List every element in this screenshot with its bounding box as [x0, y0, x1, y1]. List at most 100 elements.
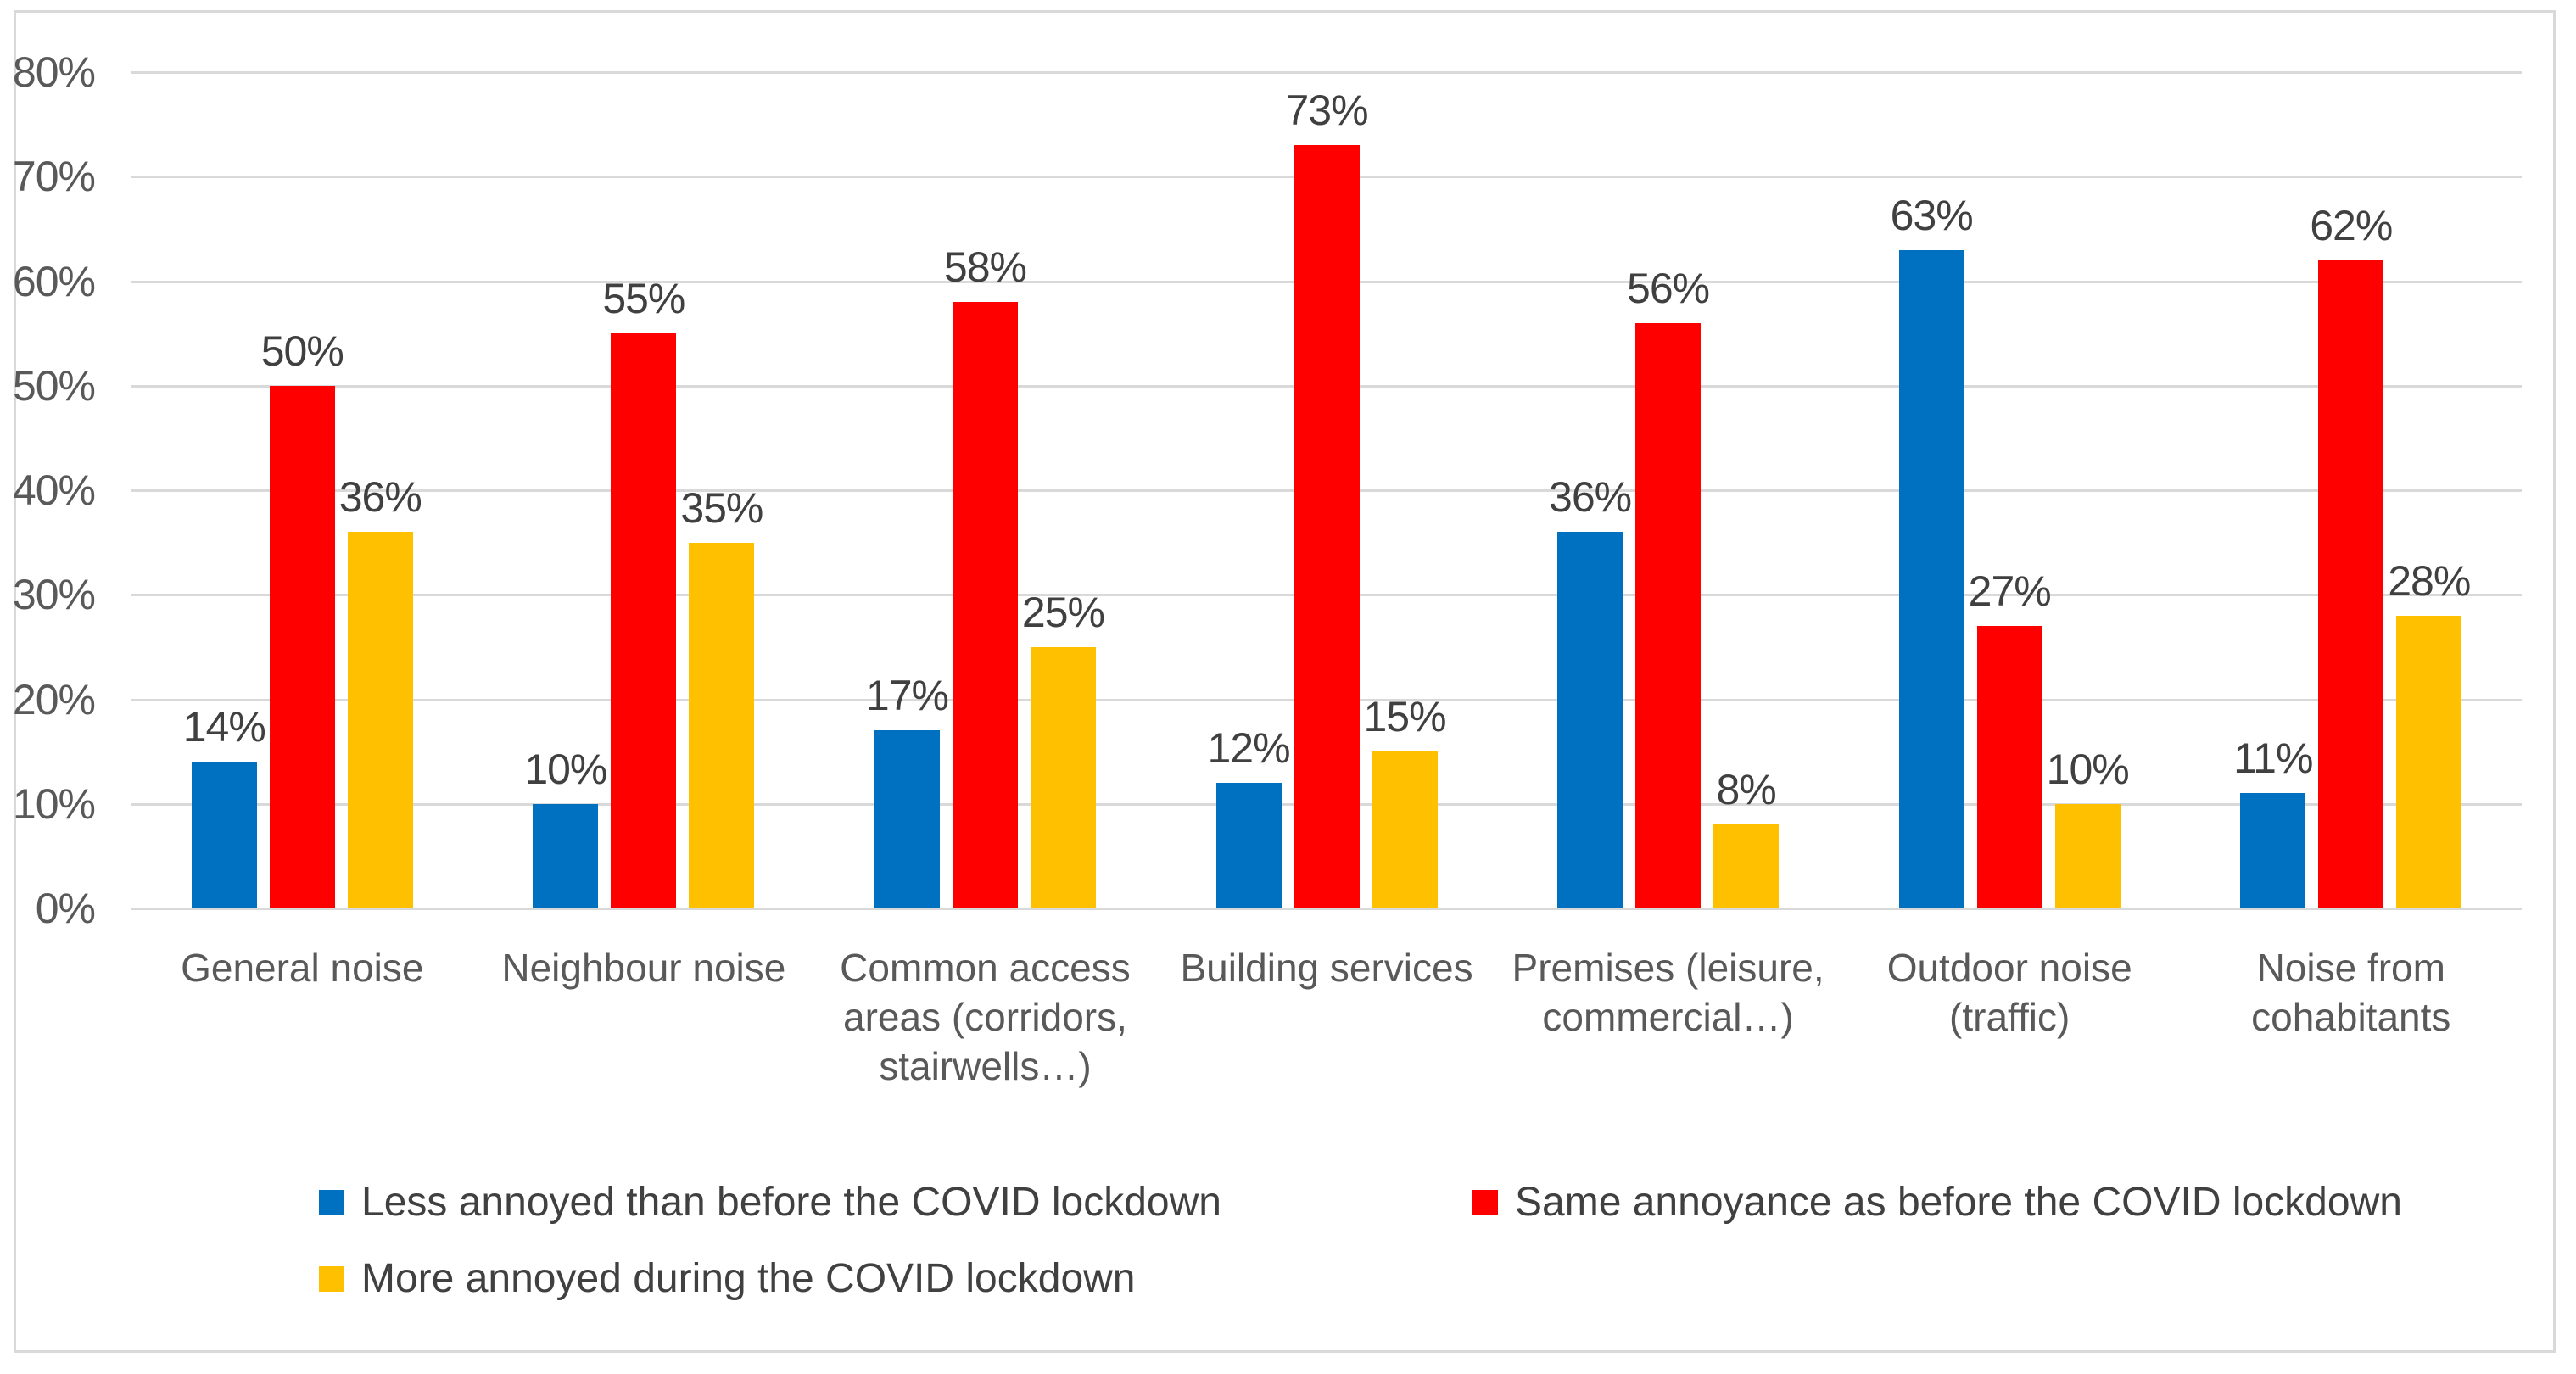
bar-value-label: 28%	[2388, 556, 2471, 605]
gridline	[131, 908, 2522, 910]
bar-value-label: 36%	[338, 473, 422, 522]
bar: 62%	[2310, 202, 2393, 908]
bar-fill	[347, 532, 413, 908]
bar-group: 63% 27% 10%	[1839, 72, 2181, 908]
bar: 63%	[1891, 192, 1974, 908]
legend-swatch-yellow	[319, 1265, 344, 1292]
bar-value-label: 12%	[1207, 724, 1290, 773]
legend-item: Less annoyed than before the COVID lockd…	[319, 1179, 1221, 1226]
category-label: Noise from cohabitants	[2251, 946, 2451, 1039]
bar-value-label: 25%	[1021, 588, 1105, 636]
bar: 36%	[339, 473, 422, 908]
y-axis-tick: 40%	[12, 466, 96, 514]
bar-group: 11% 62% 28%	[2180, 72, 2522, 908]
bar-fill	[2240, 793, 2306, 908]
bar: 15%	[1363, 693, 1447, 908]
bar-value-label: 15%	[1363, 693, 1446, 741]
bar: 27%	[1969, 567, 2052, 908]
category-label: General noise	[181, 946, 424, 990]
bar-fill	[1030, 646, 1096, 908]
bar: 25%	[1022, 589, 1105, 908]
category-label: Neighbour noise	[501, 946, 786, 990]
bar-fill	[952, 302, 1018, 908]
legend-swatch-blue	[319, 1189, 344, 1215]
bar: 35%	[680, 484, 763, 908]
bar-value-label: 55%	[602, 275, 685, 323]
y-axis-tick: 80%	[12, 48, 96, 96]
bar-value-label: 56%	[1627, 264, 1710, 312]
bar-group: 10% 55% 35%	[473, 72, 815, 908]
bar: 50%	[261, 327, 344, 908]
y-axis-tick: 70%	[12, 153, 96, 201]
category-label: Building services	[1180, 946, 1473, 990]
legend-label: More annoyed during the COVID lockdown	[361, 1256, 1136, 1301]
bar: 55%	[602, 275, 685, 908]
bar-groups: 14% 50% 36% 10% 55% 35% 17% 58% 25% 12% 73% 15% 36% 5…	[131, 72, 2522, 908]
y-axis-tick: 30%	[12, 571, 96, 619]
bar-value-label: 73%	[1285, 87, 1368, 135]
bar: 12%	[1207, 724, 1291, 908]
bar: 8%	[1713, 766, 1780, 908]
y-axis-tick: 10%	[12, 779, 96, 828]
bar: 73%	[1285, 87, 1369, 908]
bar: 14%	[183, 703, 266, 908]
bar-group: 12% 73% 15%	[1156, 72, 1498, 908]
bar-value-label: 62%	[2310, 201, 2393, 249]
bar: 17%	[866, 672, 949, 908]
chart-frame	[14, 10, 2556, 1353]
bar-fill	[689, 542, 755, 908]
bar-fill	[1215, 783, 1282, 908]
bar-value-label: 27%	[1968, 567, 2052, 616]
legend-label: Less annoyed than before the COVID lockd…	[361, 1180, 1221, 1225]
bar-value-label: 14%	[182, 703, 266, 751]
bar-value-label: 35%	[680, 483, 763, 532]
bar-group: 17% 58% 25%	[814, 72, 1156, 908]
bar-fill	[874, 730, 940, 908]
legend-label: Same annoyance as before the COVID lockd…	[1515, 1180, 2402, 1225]
y-axis-tick: 60%	[12, 257, 96, 305]
x-axis: General noise Neighbour noise Common acces…	[131, 943, 2522, 1091]
bar-fill	[1635, 322, 1702, 908]
bar-fill	[2318, 260, 2384, 908]
y-axis: 80% 70% 60% 50% 40% 30% 20% 10% 0%	[0, 48, 110, 932]
bar-fill	[1898, 249, 1964, 908]
y-axis-tick: 0%	[35, 885, 96, 932]
bar-value-label: 10%	[524, 745, 607, 793]
bar-fill	[2054, 803, 2121, 908]
bar-fill	[1976, 626, 2042, 908]
bar-value-label: 11%	[2233, 734, 2313, 783]
bar: 28%	[2388, 557, 2471, 908]
category-label: Premises (leisure, commercial…)	[1512, 946, 1824, 1039]
category-label: Common access areas (corridors, stairwel…	[840, 946, 1131, 1088]
bar-group: 36% 56% 8%	[1497, 72, 1839, 908]
bar-value-label: 36%	[1549, 473, 1632, 522]
bar: 10%	[524, 746, 607, 908]
bar: 58%	[944, 243, 1027, 908]
bar-fill	[611, 333, 677, 908]
bar-value-label: 17%	[865, 672, 949, 720]
bar: 10%	[2047, 746, 2130, 908]
plot-area: 14% 50% 36% 10% 55% 35% 17% 58% 25% 12% 73% 15% 36% 5…	[131, 71, 2522, 910]
legend-swatch-red	[1472, 1189, 1498, 1215]
y-axis-tick: 20%	[12, 675, 96, 723]
y-axis-tick: 50%	[12, 361, 96, 410]
category-label: Outdoor noise (traffic)	[1886, 946, 2132, 1039]
bar-fill	[1294, 145, 1360, 908]
bar-fill	[191, 762, 257, 908]
bar-fill	[1713, 824, 1780, 908]
bar-value-label: 50%	[260, 327, 344, 375]
bar: 56%	[1627, 265, 1710, 908]
bar-fill	[533, 803, 599, 908]
bar-fill	[269, 385, 335, 908]
bar-value-label: 8%	[1716, 766, 1776, 814]
bar-group: 14% 50% 36%	[131, 72, 473, 908]
legend-item: More annoyed during the COVID lockdown	[319, 1255, 1136, 1302]
gridline	[131, 71, 2522, 74]
bar-value-label: 58%	[943, 243, 1027, 292]
bar-fill	[1372, 751, 1438, 908]
bar-value-label: 10%	[2046, 745, 2130, 793]
bar-value-label: 63%	[1890, 191, 1974, 239]
bar: 11%	[2233, 734, 2313, 908]
bar-fill	[1557, 532, 1623, 908]
